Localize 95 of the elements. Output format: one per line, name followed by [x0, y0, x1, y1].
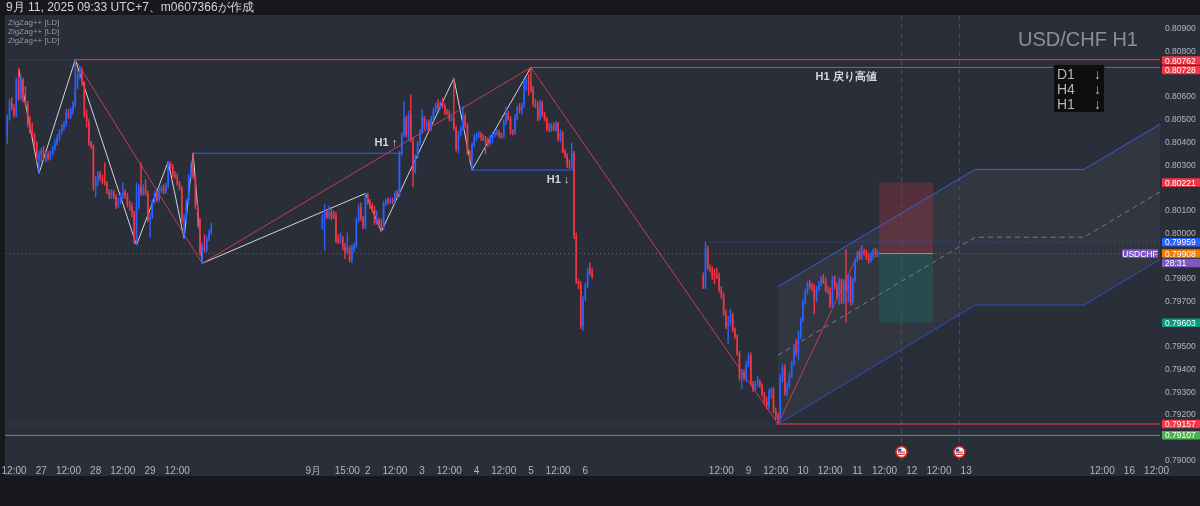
x-tick-label: 9月: [305, 465, 322, 476]
x-tick-label: 13: [960, 465, 973, 476]
x-tick-label: 15:00: [334, 465, 361, 476]
x-tick-label: 12:00: [1144, 465, 1170, 476]
x-tick-label: 12:00: [1089, 465, 1116, 476]
candlestick: [496, 129, 498, 136]
annotation: H1 ↑: [374, 136, 398, 149]
x-tick-label: 9: [745, 465, 752, 476]
x-tick-label: 12:00: [491, 465, 517, 476]
annotation: H1 ↓: [546, 173, 570, 186]
annotation: ZigZag++ [LD]: [8, 27, 60, 36]
x-tick-label: 11: [852, 465, 863, 476]
y-tick-label: 0.80728: [1165, 65, 1196, 76]
text: 28:31: [1165, 258, 1187, 269]
y-tick-label: 0.80600: [1165, 91, 1196, 102]
x-tick-label: 12:00: [708, 465, 735, 476]
candlestick: [115, 194, 117, 210]
y-tick-label: 0.80100: [1165, 204, 1196, 215]
candlestick: [591, 267, 593, 279]
candlestick: [351, 244, 353, 264]
y-tick-label: 0.79700: [1165, 295, 1196, 306]
x-tick-label: 5: [528, 465, 535, 476]
candlestick: [580, 280, 582, 329]
candlestick: [845, 249, 847, 323]
y-tick-label: 0.79908: [1165, 248, 1196, 259]
candlestick: [156, 190, 158, 203]
y-tick-label: 0.79500: [1165, 341, 1196, 352]
candlestick: [829, 287, 831, 309]
text: 9月 11, 2025 09:33 UTC+7、m0607366が作成: [6, 0, 254, 15]
y-tick-label: 0.79400: [1165, 363, 1196, 374]
y-tick-label: 0.79157: [1165, 419, 1196, 429]
y-tick-label: 0.80500: [1165, 114, 1196, 125]
x-tick-label: 12:00: [817, 465, 844, 476]
x-tick-label: 12:00: [436, 465, 463, 476]
x-tick-label: 10: [797, 465, 809, 476]
line-series: [18, 59, 532, 264]
candlestick: [546, 116, 548, 132]
candlestick: [122, 182, 124, 200]
y-tick-label: 0.79200: [1165, 409, 1196, 420]
y-tick-label: 0.79300: [1165, 386, 1196, 397]
annotation: USDCHF: [1122, 248, 1158, 259]
x-tick-label: 27: [35, 465, 48, 476]
annotation: ZigZag++ [LD]: [8, 36, 60, 45]
x-tick-label: 12:00: [545, 465, 572, 476]
candlestick: [38, 150, 40, 174]
candlestick: [784, 364, 786, 396]
annotation: ZigZag++ [LD]: [8, 18, 60, 27]
candlestick: [743, 369, 745, 381]
y-tick-label: 0.80000: [1165, 227, 1196, 238]
y-tick-label: 0.79107: [1165, 430, 1196, 441]
x-tick-label: 16: [1123, 465, 1136, 476]
candlestick: [396, 189, 398, 198]
timeframe-panel: D1 ↓ H4 ↓ H1 ↓: [1053, 64, 1105, 113]
x-tick-label: 12:00: [1, 465, 28, 476]
y-tick-label: 0.79000: [1165, 454, 1196, 465]
y-tick-label: 0.80762: [1165, 55, 1196, 66]
candlestick: [589, 262, 591, 276]
y-tick-label: 0.79959: [1165, 237, 1196, 248]
x-tick-label: 28: [90, 465, 102, 476]
x-tick-label: 12: [906, 465, 918, 476]
candlestick: [500, 132, 503, 139]
x-tick-label: 12:00: [872, 465, 898, 476]
candlestick: [555, 120, 557, 132]
candlestick: [428, 119, 430, 132]
x-tick-label: 2: [364, 465, 371, 476]
candlestick: [820, 276, 822, 287]
y-tick-label: 0.80400: [1165, 136, 1196, 147]
y-tick-label: 0.80900: [1165, 23, 1196, 34]
candlestick: [863, 248, 865, 256]
x-tick-label: 29: [144, 465, 157, 476]
x-tick-label: 12:00: [763, 465, 789, 476]
x-tick-label: 12:00: [55, 465, 82, 476]
text: USD/CHF H1: [1017, 27, 1138, 51]
x-tick-label: 12:00: [110, 465, 136, 476]
x-tick-label: 12:00: [164, 465, 191, 476]
candlestick: [557, 121, 559, 142]
candlestick: [566, 153, 568, 168]
x-tick-label: 12:00: [926, 465, 952, 476]
x-tick-label: 4: [473, 465, 480, 476]
y-tick-label: 0.80300: [1165, 159, 1196, 170]
candlestick: [706, 245, 709, 270]
x-tick-label: 3: [419, 465, 426, 476]
candlestick: [861, 245, 863, 260]
candlestick: [394, 190, 396, 205]
x-tick-label: 12:00: [382, 465, 408, 476]
candlestick: [328, 205, 330, 220]
candlestick: [795, 339, 797, 356]
y-tick-label: 0.79800: [1165, 273, 1196, 284]
candlestick: [498, 129, 500, 139]
y-tick-label: 0.79603: [1165, 317, 1196, 328]
x-tick-label: 6: [582, 465, 589, 476]
annotation: H1 戻り高値: [815, 70, 877, 84]
y-tick-label: 0.80221: [1165, 177, 1196, 188]
y-tick-label: 0.80800: [1165, 46, 1196, 57]
candlestick: [158, 187, 160, 203]
